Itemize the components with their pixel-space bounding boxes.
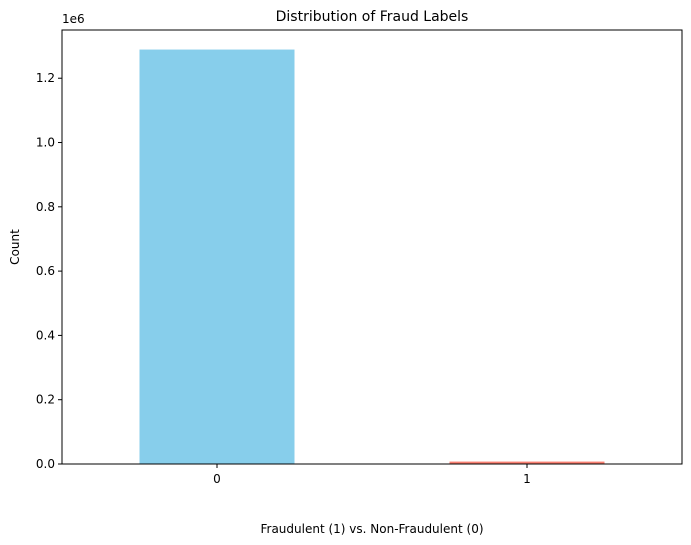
x-tick-label: 1	[523, 472, 531, 486]
chart-title: Distribution of Fraud Labels	[276, 9, 469, 25]
y-tick-label: 1.2	[36, 71, 55, 85]
bar-1	[449, 461, 605, 464]
plot-frame	[61, 29, 683, 465]
bar-0	[139, 49, 295, 465]
x-tick-label: 0	[213, 472, 221, 486]
y-tick-label: 0.2	[36, 393, 55, 407]
y-tick-label: 0.6	[36, 264, 55, 278]
y-axis-ticks: 0.0 0.2 0.4 0.6 0.8 1.0 1.2	[36, 71, 62, 471]
x-axis-label: Fraudulent (1) vs. Non-Fraudulent (0)	[260, 522, 483, 536]
y-tick-label: 0.8	[36, 200, 55, 214]
y-tick-label: 0.0	[36, 457, 55, 471]
y-axis-offset-label: 1e6	[62, 12, 85, 26]
y-axis-label: Count	[8, 229, 22, 265]
y-tick-label: 1.0	[36, 136, 55, 150]
y-tick-label: 0.4	[36, 328, 55, 342]
bars-group	[139, 49, 605, 465]
